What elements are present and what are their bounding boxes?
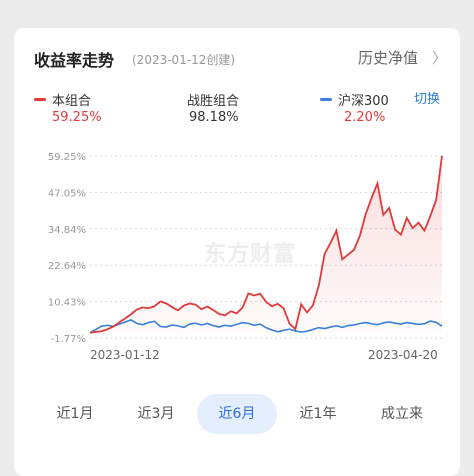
portfolio-series-line <box>89 155 443 334</box>
portfolio-swatch <box>34 98 46 101</box>
portfolio-legend-value: 59.25% <box>52 110 102 125</box>
index-legend-value: 2.20% <box>344 110 386 125</box>
created-date: (2023-01-12创建) <box>132 53 236 67</box>
tab-since-inception[interactable]: 成立来 <box>381 406 423 422</box>
y-tick-label: 59.25% <box>48 152 86 163</box>
switch-benchmark-button[interactable]: 切换 <box>414 92 441 107</box>
tab-3m[interactable]: 近3月 <box>137 406 175 422</box>
period-tabs: 近1月 近3月 近6月 近1年 成立来 <box>14 390 460 436</box>
returns-chart: 59.25% 47.05% 34.84% 22.64% 10.43% -1.77% <box>48 152 443 345</box>
y-tick-label: 10.43% <box>48 298 86 309</box>
y-tick-label: -1.77% <box>51 334 86 345</box>
index-legend-label: 沪深300 <box>338 94 389 109</box>
watermark-logo: 东方财富 <box>204 242 297 267</box>
y-tick-label: 34.84% <box>48 225 86 236</box>
tab-1m[interactable]: 近1月 <box>56 406 94 422</box>
beat-legend-label: 战胜组合 <box>187 94 240 109</box>
y-tick-label: 22.64% <box>48 261 86 272</box>
portfolio-legend-label: 本组合 <box>52 94 92 109</box>
beat-legend-value: 98.18% <box>189 110 239 125</box>
returns-trend-card: 收益率走势 (2023-01-12创建) 历史净值 〉 本组合 59.25% 战… <box>14 28 460 476</box>
x-start-label: 2023-01-12 <box>90 348 160 362</box>
x-end-label: 2023-04-20 <box>368 348 438 362</box>
index-swatch <box>320 98 332 101</box>
chevron-right-icon[interactable]: 〉 <box>432 49 448 67</box>
index-series-line <box>89 319 443 334</box>
y-tick-label: 47.05% <box>48 188 86 199</box>
card-title: 收益率走势 <box>34 51 115 70</box>
portfolio-area <box>90 156 442 333</box>
tab-1y[interactable]: 近1年 <box>299 406 337 422</box>
history-nav-link[interactable]: 历史净值 <box>358 49 419 67</box>
tab-6m[interactable]: 近6月 <box>197 394 277 434</box>
